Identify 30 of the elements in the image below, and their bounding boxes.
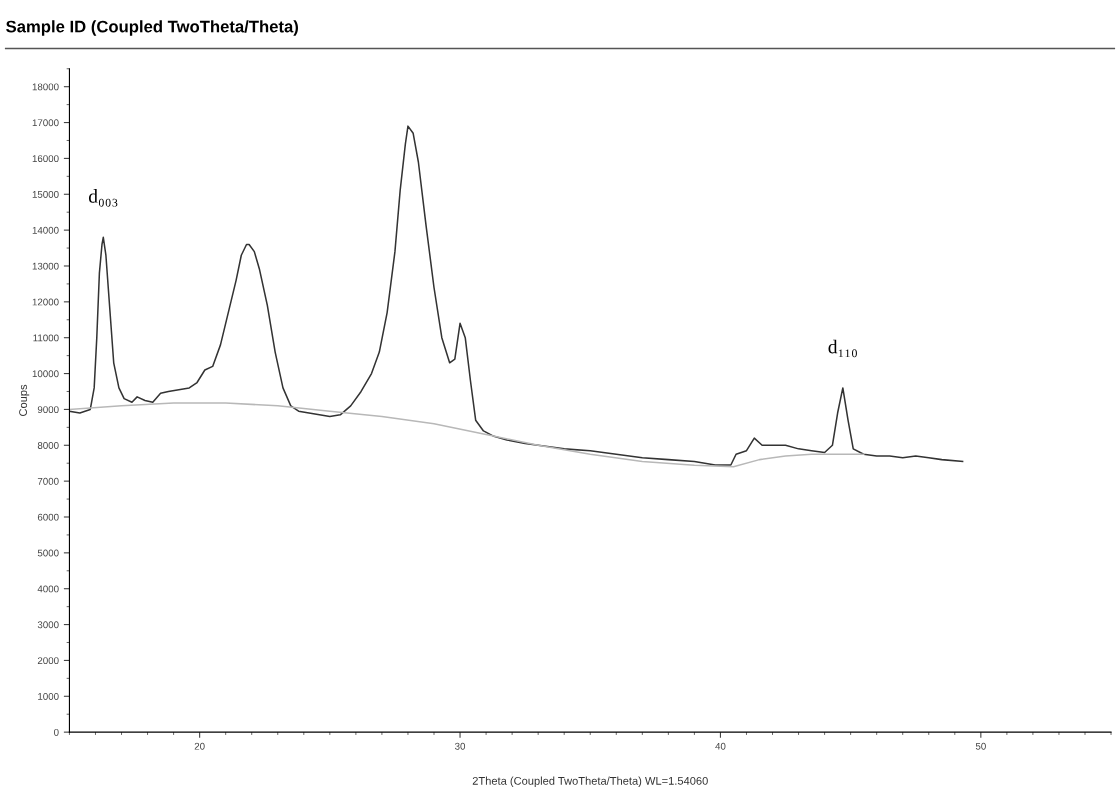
y-tick-label: 16000	[32, 155, 59, 163]
x-tick-label: 50	[975, 742, 986, 750]
y-tick-label: 12000	[32, 298, 59, 306]
x-tick-label: 30	[455, 742, 466, 750]
y-axis-title: Coups	[19, 384, 30, 416]
x-axis-title: 2Theta (Coupled TwoTheta/Theta) WL=1.54060	[472, 776, 708, 787]
annotation: d₀₀₃	[88, 189, 118, 207]
y-tick-label: 8000	[37, 442, 59, 449]
y-tick-label: 11000	[33, 334, 59, 342]
line-series	[69, 402, 865, 468]
y-tick-label: 15000	[32, 191, 59, 198]
y-tick-label: 6000	[37, 513, 59, 521]
y-tick-label: 4000	[37, 585, 59, 593]
y-tick-label: 3000	[37, 621, 59, 629]
y-tick-label: 7000	[37, 477, 59, 485]
y-tick-label: 14000	[32, 226, 59, 234]
y-tick-label: 17000	[32, 119, 59, 127]
line-series	[69, 125, 964, 466]
y-tick-label: 2000	[37, 657, 59, 665]
y-tick-label: 18000	[32, 83, 59, 91]
y-tick-label: 10000	[32, 370, 59, 378]
x-tick-label: 40	[715, 742, 726, 750]
y-tick-label: 0	[54, 728, 59, 736]
x-tick-label: 20	[194, 742, 205, 750]
y-tick-label: 5000	[37, 549, 59, 557]
y-tick-label: 13000	[32, 262, 59, 270]
y-tick-label: 1000	[38, 693, 59, 700]
y-tick-label: 9000	[37, 406, 59, 414]
chart-title: Sample ID (Coupled TwoTheta/Theta)	[6, 20, 298, 36]
annotation: d₁₁₀	[828, 339, 857, 358]
